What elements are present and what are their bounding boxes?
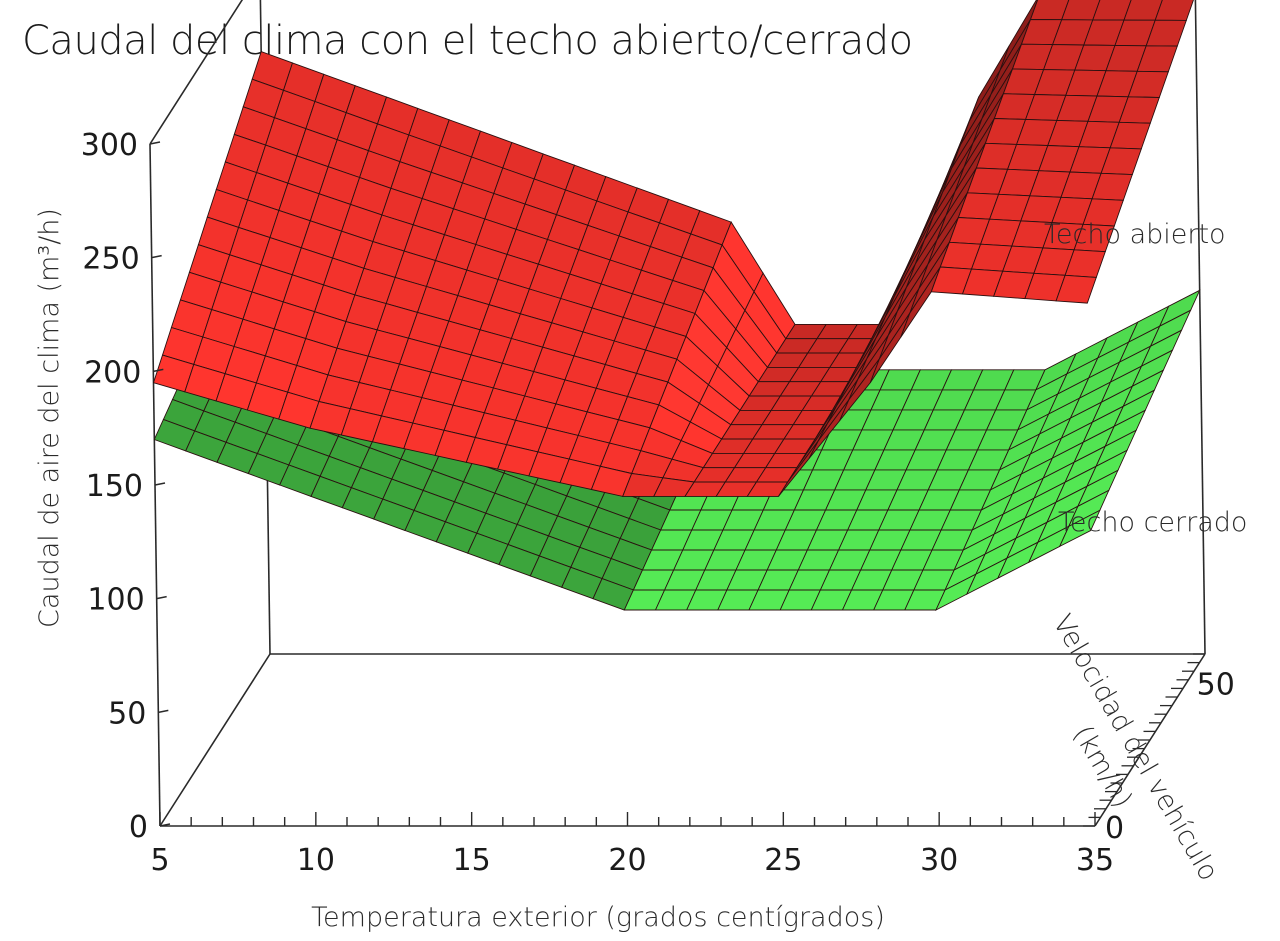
y-axis-label: Caudal de aire del clima (m³/h): [34, 208, 65, 628]
x-axis-label: Temperatura exterior (grados centígrados…: [311, 902, 885, 933]
z-tick-label: 50: [1197, 668, 1235, 703]
frame-edge: [149, 0, 244, 145]
frame-edge: [1194, 0, 1206, 655]
y-tick-mark: [154, 482, 166, 486]
y-tick-label: 50: [108, 696, 146, 731]
surface-cell-techo-abierto: [1055, 274, 1097, 304]
chart-title: Caudal del clima con el techo abierto/ce…: [22, 18, 913, 64]
y-tick-mark: [159, 823, 171, 827]
x-tick-label: 25: [764, 843, 802, 878]
y-tick-label: 100: [87, 583, 144, 618]
x-tick-label: 35: [1076, 843, 1114, 878]
y-tick-label: 200: [84, 355, 141, 390]
surfaces: [152, 0, 1201, 611]
y-tick-label: 150: [86, 469, 143, 504]
y-tick-label: 300: [81, 128, 138, 163]
z-tick-label: 0: [1105, 811, 1124, 846]
y-tick-mark: [153, 368, 164, 373]
y-tick-mark: [158, 709, 169, 714]
y-tick-mark: [149, 141, 161, 145]
x-tick-label: 20: [608, 843, 646, 878]
x-tick-label: 30: [920, 843, 958, 878]
series-label-techo-abierto: Techo abierto: [1044, 219, 1226, 250]
surface-cell-techo-cerrado: [1058, 509, 1101, 548]
surface-cell-techo-abierto: [1154, 0, 1194, 21]
x-tick-label: 15: [453, 843, 491, 878]
x-tick-label: 10: [297, 843, 335, 878]
y-tick-label: 250: [82, 242, 139, 277]
x-tick-label: 5: [150, 843, 169, 878]
series-label-techo-cerrado: Techo cerrado: [1058, 507, 1247, 538]
y-tick-label: 0: [129, 810, 148, 845]
y-tick-mark: [151, 254, 162, 259]
frame-edge: [159, 653, 271, 827]
y-tick-mark: [156, 595, 167, 600]
